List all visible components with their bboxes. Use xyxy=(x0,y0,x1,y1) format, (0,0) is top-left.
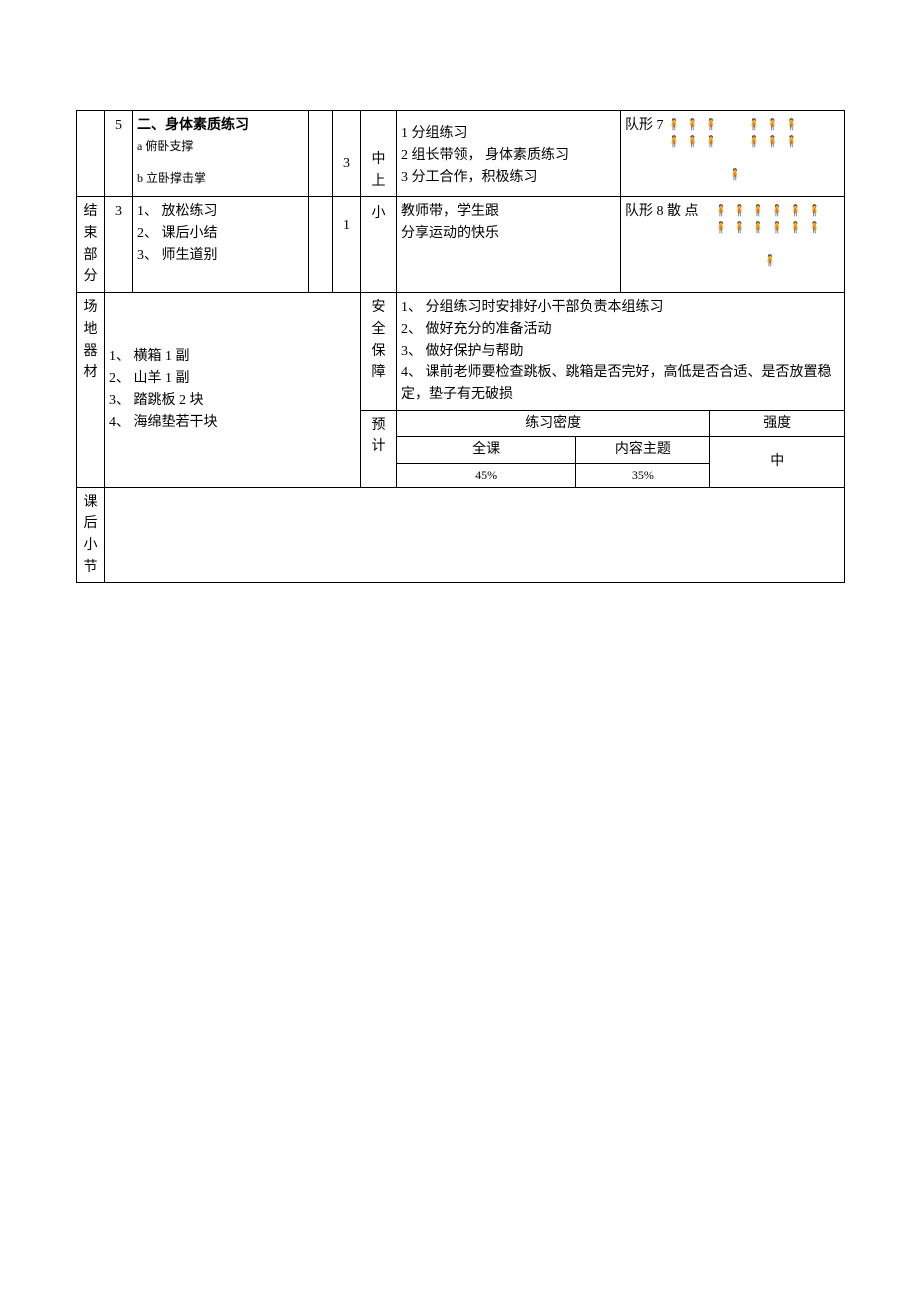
equipment-line: 1、 横箱 1 副 xyxy=(109,346,356,368)
topic-value: 35% xyxy=(576,463,710,486)
intensity-header: 强度 xyxy=(710,411,844,437)
formation-label: 队形 7 xyxy=(625,118,664,133)
activity-line: 1 分组练习 xyxy=(401,123,616,145)
forecast-cell: 练习密度 强度 全课 内容主题 中 45% 35% xyxy=(397,410,845,487)
activity-cell: 教师带，学生跟 分享运动的快乐 xyxy=(397,197,621,293)
section-cell-empty xyxy=(77,111,105,197)
table-row: 课后小节 xyxy=(77,487,845,583)
safety-line: 4、 课前老师要检查跳板、跳箱是否完好，高低是否合适、是否放置稳定，垫子有无破损 xyxy=(401,362,840,405)
num-cell: 5 xyxy=(105,111,133,197)
formation-teacher: 🧍 xyxy=(714,253,826,270)
table-row: 场地器材 1、 横箱 1 副 2、 山羊 1 副 3、 踏跳板 2 块 4、 海… xyxy=(77,293,845,410)
section-label: 场地器材 xyxy=(77,293,105,487)
intensity-value: 中 xyxy=(710,437,844,487)
activity-line: 2 组长带领， 身体素质练习 xyxy=(401,145,616,167)
table-row: 5 二、身体素质练习 a 俯卧支撑 b 立卧撑击掌 3 中上 1 分组练习 2 … xyxy=(77,111,845,197)
content-line: 1、 放松练习 xyxy=(137,201,304,223)
activity-cell: 1 分组练习 2 组长带领， 身体素质练习 3 分工合作，积极练习 xyxy=(397,111,621,197)
content-line: a 俯卧支撑 xyxy=(137,137,304,156)
num-cell: 1 xyxy=(333,197,361,293)
lesson-plan-table: 5 二、身体素质练习 a 俯卧支撑 b 立卧撑击掌 3 中上 1 分组练习 2 … xyxy=(76,110,845,583)
safety-line: 3、 做好保护与帮助 xyxy=(401,341,840,363)
formation-cell: 队形 7 🧍🧍🧍🧍🧍🧍 🧍🧍🧍🧍🧍🧍 🧍 xyxy=(621,111,845,197)
section-label: 课后小节 xyxy=(77,487,105,583)
formation-row: 🧍🧍🧍🧍🧍🧍 xyxy=(667,117,803,134)
equipment-cell: 1、 横箱 1 副 2、 山羊 1 副 3、 踏跳板 2 块 4、 海绵垫若干块 xyxy=(105,293,361,487)
table-row: 结束部分 3 1、 放松练习 2、 课后小结 3、 师生道别 1 小 教师带，学… xyxy=(77,197,845,293)
equipment-line: 3、 踏跳板 2 块 xyxy=(109,390,356,412)
safety-line: 1、 分组练习时安排好小干部负责本组练习 xyxy=(401,297,840,319)
whole-value: 45% xyxy=(397,463,576,486)
safety-label: 安全保障 xyxy=(361,293,397,410)
safety-line: 2、 做好充分的准备活动 xyxy=(401,319,840,341)
num-cell: 3 xyxy=(333,111,361,197)
blank-cell xyxy=(309,111,333,197)
content-line: b 立卧撑击掌 xyxy=(137,169,304,188)
forecast-label: 预计 xyxy=(361,410,397,487)
formation-label: 队形 8 散 点 xyxy=(625,204,699,219)
num-cell: 3 xyxy=(105,197,133,293)
intensity-cell: 中上 xyxy=(361,111,397,197)
intensity-text: 小 xyxy=(365,203,392,225)
blank-cell xyxy=(309,197,333,293)
content-cell: 二、身体素质练习 a 俯卧支撑 b 立卧撑击掌 xyxy=(133,111,309,197)
formation-teacher: 🧍 xyxy=(667,167,803,184)
formation-row: 🧍🧍🧍🧍🧍🧍 xyxy=(714,203,826,220)
content-line: 3、 师生道别 xyxy=(137,245,304,267)
activity-line: 分享运动的快乐 xyxy=(401,223,616,245)
safety-cell: 1、 分组练习时安排好小干部负责本组练习 2、 做好充分的准备活动 3、 做好保… xyxy=(397,293,845,410)
content-cell: 1、 放松练习 2、 课后小结 3、 师生道别 xyxy=(133,197,309,293)
intensity-text: 中上 xyxy=(365,149,392,192)
equipment-line: 2、 山羊 1 副 xyxy=(109,368,356,390)
density-header: 练习密度 xyxy=(397,411,710,437)
whole-label: 全课 xyxy=(397,437,576,464)
equipment-line: 4、 海绵垫若干块 xyxy=(109,412,356,434)
forecast-inner-table: 练习密度 强度 全课 内容主题 中 45% 35% xyxy=(397,411,844,487)
content-title: 二、身体素质练习 xyxy=(137,115,304,137)
intensity-cell: 小 xyxy=(361,197,397,293)
section-label: 结束部分 xyxy=(77,197,105,293)
after-class-notes xyxy=(105,487,845,583)
formation-row: 🧍🧍🧍🧍🧍🧍 xyxy=(714,220,826,237)
formation-cell: 队形 8 散 点 🧍🧍🧍🧍🧍🧍 🧍🧍🧍🧍🧍🧍 🧍 xyxy=(621,197,845,293)
topic-label: 内容主题 xyxy=(576,437,710,464)
activity-line: 教师带，学生跟 xyxy=(401,201,616,223)
activity-line: 3 分工合作，积极练习 xyxy=(401,167,616,189)
content-line: 2、 课后小结 xyxy=(137,223,304,245)
formation-row: 🧍🧍🧍🧍🧍🧍 xyxy=(667,134,803,151)
